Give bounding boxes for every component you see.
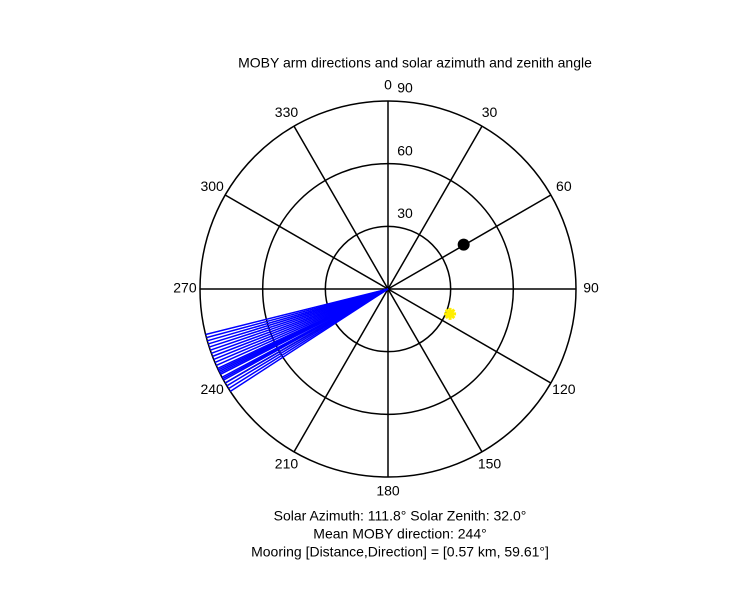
theta-tick-label: 180 [376, 483, 400, 499]
r-tick-label: 30 [397, 205, 413, 221]
theta-tick-label: 0 [384, 77, 392, 93]
annotation: Mean MOBY direction: 244° [313, 526, 486, 542]
theta-tick-label: 150 [478, 456, 502, 472]
theta-tick-label: 120 [552, 381, 576, 397]
annotation: Solar Azimuth: 111.8° Solar Zenith: 32.0… [274, 508, 527, 524]
theta-tick-label: 240 [200, 381, 224, 397]
grid-spoke [387, 288, 552, 384]
theta-tick-label: 270 [173, 280, 197, 296]
annotation: Mooring [Distance,Direction] = [0.57 km,… [251, 544, 549, 560]
theta-tick-label: 300 [200, 178, 224, 194]
chart-title: MOBY arm directions and solar azimuth an… [238, 55, 592, 71]
grid-spoke [293, 288, 389, 453]
grid-ring [261, 162, 515, 416]
grid-spoke [387, 194, 552, 290]
grid-spoke [224, 194, 389, 290]
arm-direction [205, 288, 389, 336]
theta-tick-label: 210 [275, 456, 299, 472]
r-tick-label: 60 [397, 142, 413, 158]
grid-spoke [387, 288, 483, 453]
theta-tick-label: 30 [482, 104, 498, 120]
grid-spoke [387, 125, 483, 290]
theta-tick-label: 60 [556, 178, 572, 194]
theta-tick-label: 330 [275, 104, 299, 120]
theta-tick-label: 90 [583, 280, 599, 296]
sun-position [444, 307, 457, 320]
grid-ring [199, 100, 577, 478]
grid-spoke [293, 125, 389, 290]
mooring-point [457, 238, 470, 251]
grid-ring [324, 225, 452, 353]
r-tick-label: 90 [397, 80, 413, 96]
